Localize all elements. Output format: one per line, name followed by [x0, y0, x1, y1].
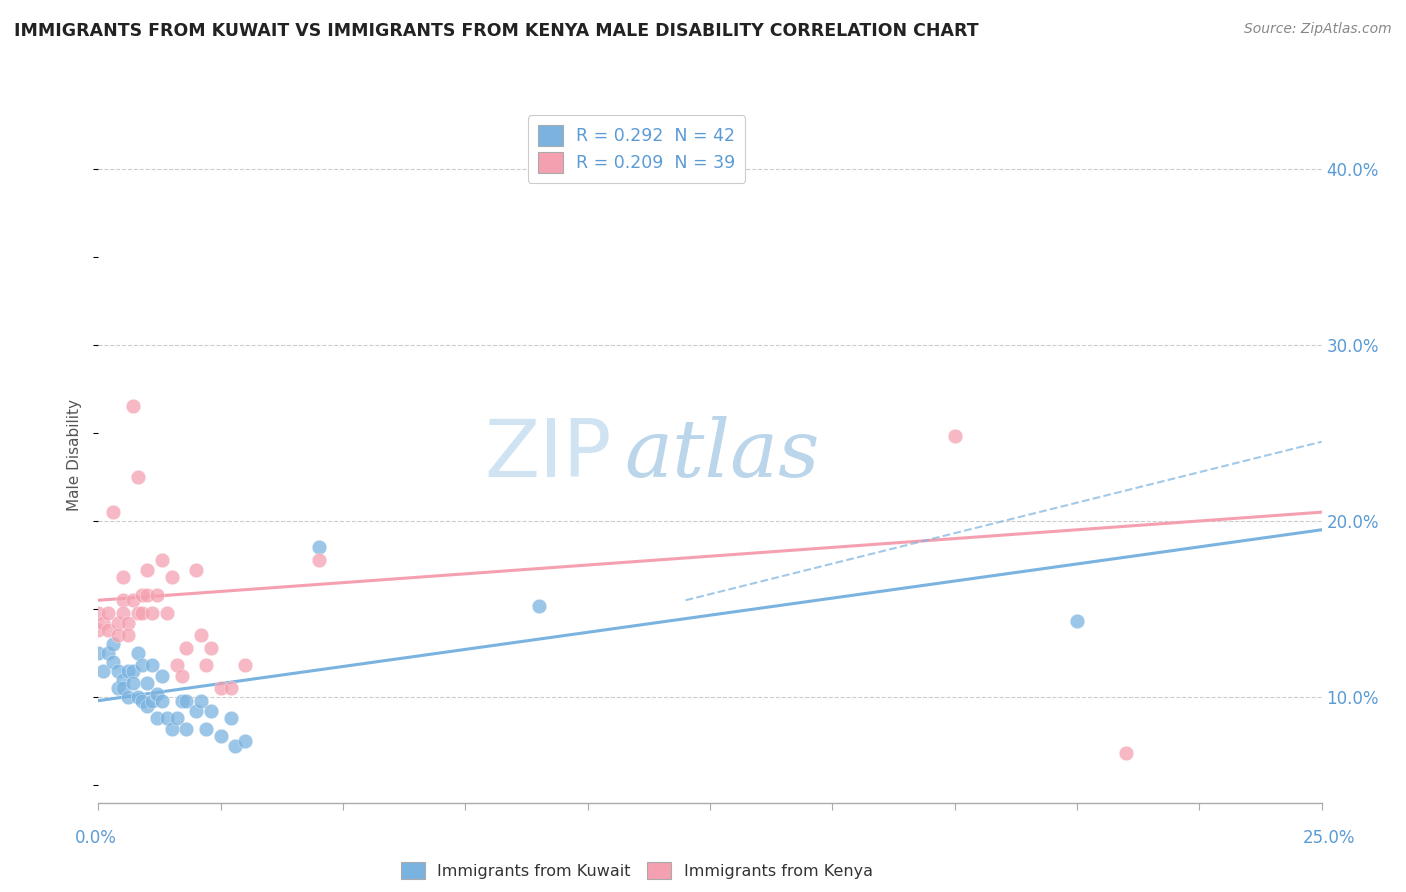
Point — [200, 704, 222, 718]
Point — [131, 693, 153, 707]
Point — [156, 606, 179, 620]
Point — [117, 664, 139, 678]
Point — [97, 646, 120, 660]
Point — [87, 623, 110, 637]
Point — [131, 588, 153, 602]
Point — [101, 655, 124, 669]
Point — [121, 664, 143, 678]
Point — [166, 658, 188, 673]
Y-axis label: Male Disability: Male Disability — [67, 399, 83, 511]
Point — [195, 658, 218, 673]
Point — [166, 711, 188, 725]
Point — [233, 658, 256, 673]
Point — [160, 570, 183, 584]
Point — [136, 563, 159, 577]
Point — [97, 606, 120, 620]
Point — [186, 704, 208, 718]
Point — [308, 541, 330, 555]
Point — [121, 593, 143, 607]
Point — [101, 637, 124, 651]
Point — [1066, 615, 1088, 629]
Point — [150, 693, 173, 707]
Point — [170, 669, 193, 683]
Point — [146, 711, 169, 725]
Point — [150, 552, 173, 566]
Text: Source: ZipAtlas.com: Source: ZipAtlas.com — [1244, 22, 1392, 37]
Point — [156, 711, 179, 725]
Point — [186, 563, 208, 577]
Point — [121, 400, 143, 414]
Point — [146, 687, 169, 701]
Point — [101, 505, 124, 519]
Point — [97, 623, 120, 637]
Point — [141, 606, 163, 620]
Point — [219, 711, 242, 725]
Point — [190, 628, 212, 642]
Point — [131, 658, 153, 673]
Point — [111, 606, 134, 620]
Point — [111, 570, 134, 584]
Point — [127, 690, 149, 705]
Point — [146, 588, 169, 602]
Point — [91, 664, 114, 678]
Point — [233, 734, 256, 748]
Point — [87, 606, 110, 620]
Point — [308, 552, 330, 566]
Point — [131, 606, 153, 620]
Text: IMMIGRANTS FROM KUWAIT VS IMMIGRANTS FROM KENYA MALE DISABILITY CORRELATION CHAR: IMMIGRANTS FROM KUWAIT VS IMMIGRANTS FRO… — [14, 22, 979, 40]
Point — [127, 470, 149, 484]
Point — [107, 681, 129, 696]
Point — [195, 722, 218, 736]
Point — [219, 681, 242, 696]
Point — [107, 664, 129, 678]
Point — [176, 722, 198, 736]
Point — [111, 593, 134, 607]
Point — [107, 628, 129, 642]
Point — [117, 690, 139, 705]
Point — [136, 676, 159, 690]
Point — [200, 640, 222, 655]
Point — [141, 658, 163, 673]
Text: ZIP: ZIP — [485, 416, 612, 494]
Point — [527, 599, 550, 613]
Point — [190, 693, 212, 707]
Text: 0.0%: 0.0% — [75, 829, 117, 847]
Point — [91, 616, 114, 631]
Point — [121, 676, 143, 690]
Point — [170, 693, 193, 707]
Point — [943, 429, 966, 443]
Point — [160, 722, 183, 736]
Point — [107, 616, 129, 631]
Point — [176, 693, 198, 707]
Point — [136, 588, 159, 602]
Point — [141, 693, 163, 707]
Point — [209, 681, 232, 696]
Text: atlas: atlas — [624, 417, 820, 493]
Point — [150, 669, 173, 683]
Point — [117, 628, 139, 642]
Legend: Immigrants from Kuwait, Immigrants from Kenya: Immigrants from Kuwait, Immigrants from … — [394, 856, 879, 885]
Point — [176, 640, 198, 655]
Point — [136, 698, 159, 713]
Point — [1115, 747, 1137, 761]
Point — [127, 646, 149, 660]
Text: 25.0%: 25.0% — [1302, 829, 1355, 847]
Point — [87, 646, 110, 660]
Point — [127, 606, 149, 620]
Point — [117, 616, 139, 631]
Point — [111, 681, 134, 696]
Point — [224, 739, 246, 754]
Point — [209, 729, 232, 743]
Point — [111, 673, 134, 687]
